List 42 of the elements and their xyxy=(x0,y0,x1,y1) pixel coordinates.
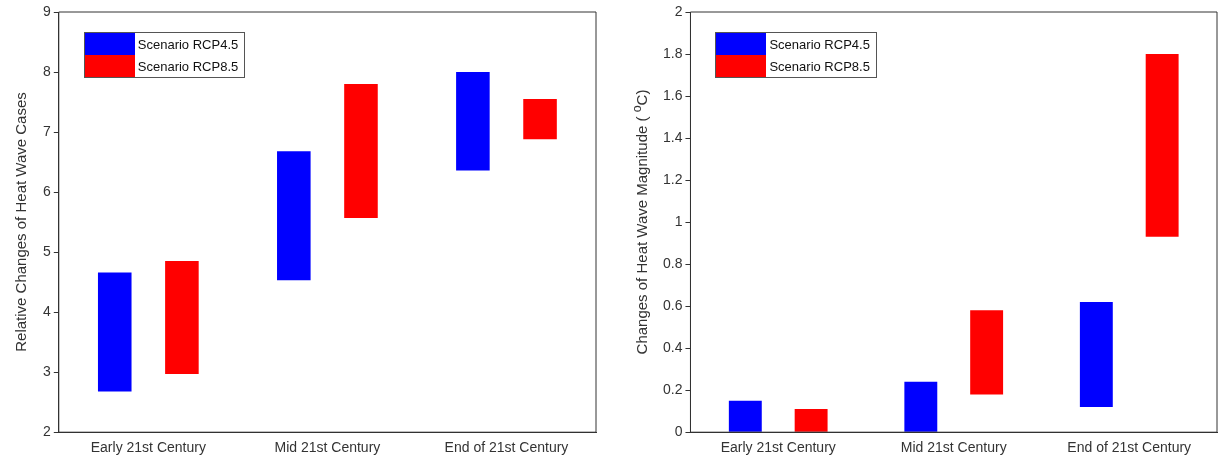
x-tick-label: Mid 21st Century xyxy=(900,439,1007,456)
bar xyxy=(1145,54,1179,237)
bar xyxy=(523,99,557,140)
y-tick-label: 3 xyxy=(42,363,51,380)
x-tick-label: End of 21st Century xyxy=(1067,439,1192,456)
y-tick-label: 2 xyxy=(674,2,683,19)
x-tick-label: End of 21st Century xyxy=(444,439,569,456)
y-tick-label: 5 xyxy=(42,242,51,259)
x-tick-label: Early 21st Century xyxy=(90,439,206,456)
legend-label: Scenario RCP8.5 xyxy=(137,58,240,74)
bar xyxy=(970,310,1004,395)
y-tick-label: 6 xyxy=(42,182,51,199)
y-tick-label: 1.4 xyxy=(662,128,683,145)
x-tick-label: Early 21st Century xyxy=(720,439,836,456)
y-tick-label: 0.4 xyxy=(662,339,683,356)
y-tick-label: 0.8 xyxy=(662,254,683,271)
y-tick-label: 1 xyxy=(674,212,683,229)
y-tick-label: 7 xyxy=(42,122,51,139)
y-tick-label: 2 xyxy=(42,423,51,440)
bar xyxy=(456,72,490,171)
y-tick-label: 1.6 xyxy=(662,86,683,103)
y-tick-label: 1.2 xyxy=(662,170,683,187)
legend-label: Scenario RCP4.5 xyxy=(137,36,240,52)
y-tick-label: 4 xyxy=(42,303,51,319)
y-tick-label: 0 xyxy=(674,423,683,440)
bar xyxy=(1079,301,1113,407)
y-tick-label: 9 xyxy=(42,2,51,19)
bar xyxy=(344,84,378,218)
legend-label: Scenario RCP8.5 xyxy=(769,58,871,74)
bar xyxy=(904,381,938,432)
legend-label: Scenario RCP4.5 xyxy=(769,36,871,52)
bar xyxy=(728,400,762,432)
y-tick-label: 1.8 xyxy=(662,44,683,61)
y-tick-label: 0.6 xyxy=(662,297,683,313)
y-axis-title: Relative Changes of Heat Wave Cases xyxy=(11,92,29,352)
y-tick-label: 0.2 xyxy=(662,381,683,398)
x-tick-label: Mid 21st Century xyxy=(274,439,381,456)
y-tick-label: 8 xyxy=(42,62,51,79)
bar xyxy=(97,272,132,392)
bar xyxy=(794,409,828,432)
bar xyxy=(277,151,311,281)
bar xyxy=(165,261,199,374)
